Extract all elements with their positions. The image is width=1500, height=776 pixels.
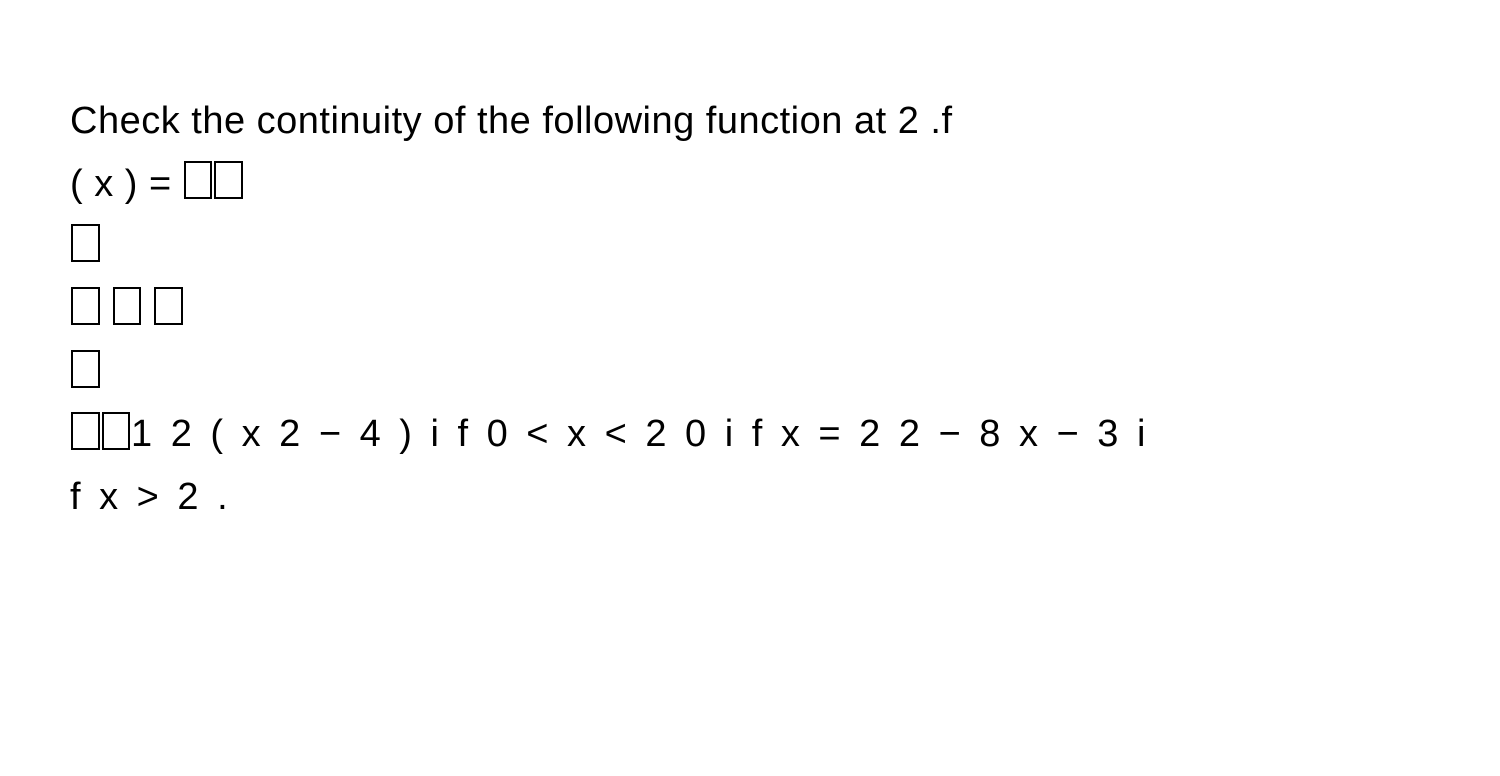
missing-glyph-icon xyxy=(102,412,131,450)
problem-line-2: ( x ) = xyxy=(70,153,1430,216)
problem-line-3 xyxy=(70,215,1430,278)
problem-line-4 xyxy=(70,278,1430,341)
missing-glyph-icon xyxy=(71,350,100,388)
problem-line-1: Check the continuity of the following fu… xyxy=(70,90,1430,153)
line2-prefix: ( x ) = xyxy=(70,163,183,205)
missing-glyph-icon xyxy=(214,161,243,199)
missing-glyph-icon xyxy=(113,287,142,325)
line6-math: 1 2 ( x 2 − 4 ) i f 0 < x < 2 0 i f x = … xyxy=(131,413,1149,455)
problem-line-7: f x > 2 . xyxy=(70,466,1430,529)
missing-glyph-icon xyxy=(71,412,100,450)
missing-glyph-icon xyxy=(71,287,100,325)
problem-line-6: 1 2 ( x 2 − 4 ) i f 0 < x < 2 0 i f x = … xyxy=(70,403,1430,466)
math-problem-text: Check the continuity of the following fu… xyxy=(70,90,1430,529)
problem-line-5 xyxy=(70,341,1430,404)
missing-glyph-icon xyxy=(71,224,100,262)
missing-glyph-icon xyxy=(154,287,183,325)
missing-glyph-icon xyxy=(184,161,213,199)
